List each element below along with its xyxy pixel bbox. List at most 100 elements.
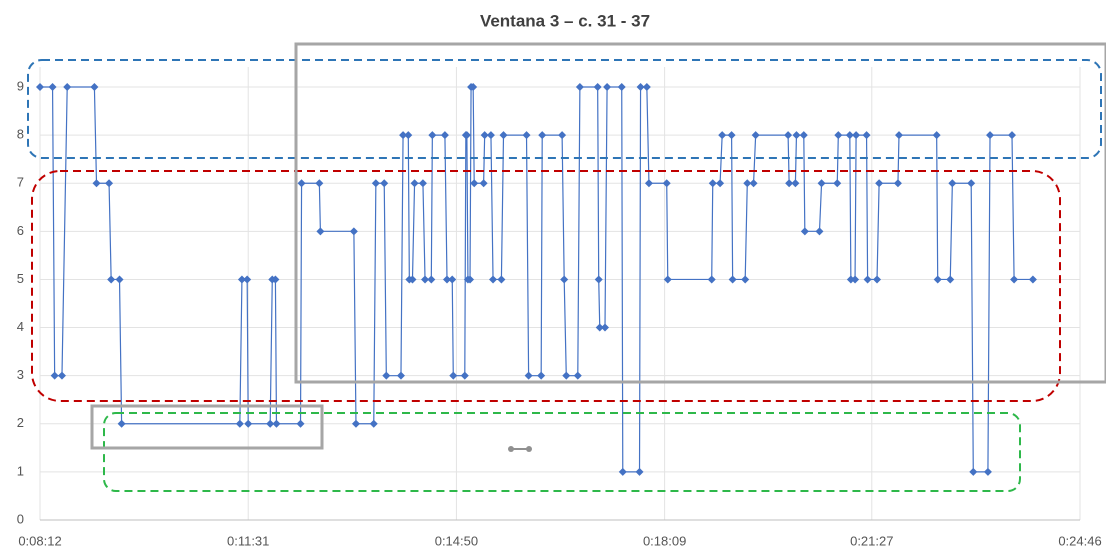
point (932, 131, 941, 140)
point (875, 179, 884, 188)
point (479, 179, 488, 188)
point (662, 179, 671, 188)
point (105, 179, 114, 188)
point (266, 419, 275, 428)
y-tick-label: 6 (17, 223, 24, 238)
point (728, 275, 737, 284)
point (893, 179, 902, 188)
point (743, 179, 752, 188)
point (815, 227, 824, 236)
point (983, 467, 992, 476)
point (244, 419, 253, 428)
point (50, 371, 59, 380)
point (593, 83, 602, 91)
point (480, 131, 489, 140)
point (117, 419, 126, 428)
blue-region (27, 59, 1102, 159)
marks (36, 83, 1037, 476)
point (460, 371, 469, 380)
point (297, 179, 306, 188)
point (524, 371, 533, 380)
point (594, 275, 603, 284)
point (560, 275, 569, 284)
point (421, 275, 430, 284)
point (948, 179, 957, 188)
x-tick-label: 0:21:27 (850, 533, 893, 548)
point (380, 179, 389, 188)
point (785, 179, 794, 188)
y-tick-label: 9 (17, 78, 24, 93)
point (418, 179, 427, 188)
point (635, 467, 644, 476)
point (800, 227, 809, 236)
point (382, 371, 391, 380)
point (663, 275, 672, 284)
point (538, 131, 547, 140)
point (443, 275, 452, 284)
point (315, 179, 324, 188)
point (92, 179, 101, 188)
point (428, 131, 437, 140)
connector-dot (508, 446, 514, 452)
y-tick-label: 5 (17, 271, 24, 286)
point (863, 275, 872, 284)
point (349, 227, 358, 236)
point (1028, 275, 1037, 284)
x-tick-label: 0:18:09 (643, 533, 686, 548)
point (575, 83, 584, 91)
point (466, 275, 475, 284)
point (57, 371, 66, 380)
point (497, 275, 506, 284)
point (449, 371, 458, 380)
point (408, 275, 417, 284)
point (946, 275, 955, 284)
point (63, 83, 72, 91)
y-tick-label: 1 (17, 463, 24, 478)
point (558, 131, 567, 140)
point (933, 275, 942, 284)
x-tick-label: 0:08:12 (18, 533, 61, 548)
point (237, 275, 246, 284)
point (851, 275, 860, 284)
y-tick-label: 3 (17, 367, 24, 382)
point (90, 83, 99, 91)
point (707, 275, 716, 284)
point (243, 275, 252, 284)
point (486, 131, 495, 140)
point (469, 83, 478, 91)
point (784, 131, 793, 140)
point (792, 131, 801, 140)
point (618, 467, 627, 476)
point (235, 419, 244, 428)
point (595, 323, 604, 332)
point (708, 179, 717, 188)
point (862, 131, 871, 140)
point (537, 371, 546, 380)
grid: 0 1 2 3 4 5 6 7 8 9 0:08:12 0:11:31 0:14:50 0:18:09 0:… (17, 67, 1102, 548)
point (399, 131, 408, 140)
chart-title: Ventana 3 – c. 31 - 37 (480, 11, 650, 30)
y-tick-label: 7 (17, 175, 24, 190)
y-tick-label: 8 (17, 127, 24, 142)
point (48, 83, 57, 91)
point (272, 419, 281, 428)
point (271, 275, 280, 284)
point (727, 131, 736, 140)
annotations (27, 42, 1106, 492)
point (562, 371, 571, 380)
point (986, 131, 995, 140)
point (427, 275, 436, 284)
point (371, 179, 380, 188)
point (873, 275, 882, 284)
point (603, 83, 612, 91)
point (817, 179, 826, 188)
point (351, 419, 360, 428)
point (600, 323, 609, 332)
green-region (103, 412, 1021, 492)
point (573, 371, 582, 380)
point (967, 179, 976, 188)
point (833, 179, 842, 188)
point (894, 131, 903, 140)
point (489, 275, 498, 284)
